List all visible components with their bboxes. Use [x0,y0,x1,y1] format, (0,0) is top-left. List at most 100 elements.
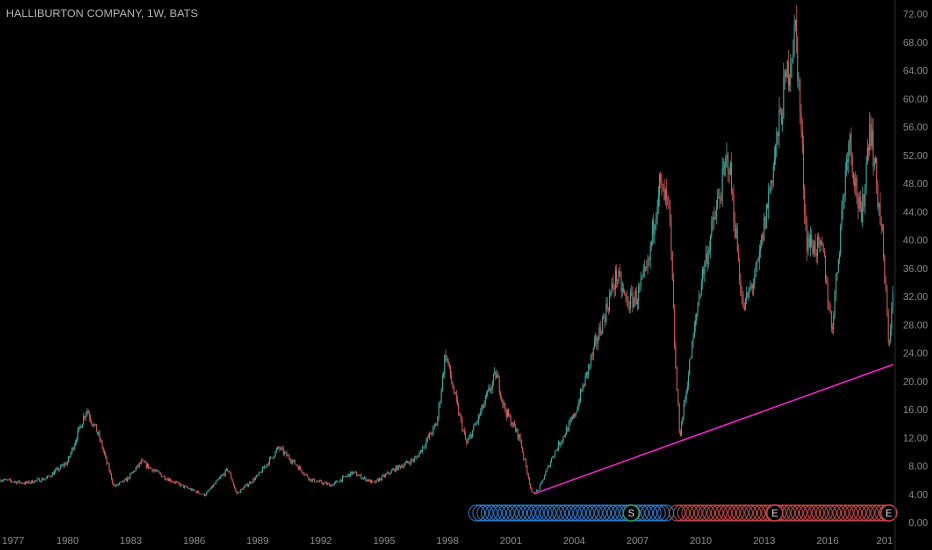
candle-body [806,224,808,252]
candle-body [192,489,194,491]
candle-body [458,404,460,415]
candle-body [571,418,573,419]
dividend-event-badge[interactable] [622,504,640,522]
candle-body [446,358,448,360]
candle-body [765,204,767,229]
candle-body [652,220,653,242]
candle-body [618,270,620,281]
candle-body [804,189,806,215]
candle-body [230,473,232,479]
candle-body [333,482,335,485]
candle-body [149,467,151,469]
candle-body [359,474,361,476]
price-axis[interactable]: 0.00 4.00 8.00 12.00 16.00 20.00 24.00 28.00 32.… [894,0,929,550]
candle-body [198,491,199,494]
earnings-event-badge[interactable] [766,504,784,522]
candle-body [307,474,309,478]
candle-body [479,415,480,416]
candle-body [475,422,477,425]
price-tick-label: 4.00 [909,490,929,501]
candle-body [695,320,696,326]
candle-body [394,468,396,472]
event-marker-circle [539,504,557,522]
candle-body [599,327,601,334]
candle-body [735,228,737,238]
candle-body [437,417,439,426]
candle-body [524,458,526,460]
candle-body [674,308,676,347]
candle-body [669,200,671,219]
candle-body [660,174,662,182]
candle-body [33,482,35,484]
candle-body [207,490,209,493]
candle-body [84,416,86,418]
candle-body [692,336,694,343]
candle-body [833,315,835,329]
candle-body [300,466,302,470]
candle-body [4,479,6,480]
candle-body [257,474,259,476]
candle-body [369,479,371,483]
candle-body [381,475,383,480]
event-marker-circle [719,504,737,522]
candle-body [127,477,129,482]
candle-body [252,478,254,483]
candle-body [26,481,28,483]
candle-body [317,481,319,482]
candle-body [223,474,225,476]
candle-body [303,474,305,475]
event-marker-circle [468,504,486,522]
candle-body [742,297,744,306]
candle-body [603,316,605,318]
candle-body [624,290,626,294]
candle-body [495,371,497,379]
candle-body [546,468,548,472]
candle-body [554,450,556,456]
candle-body [271,456,273,458]
candle-body [346,475,348,477]
candle-body [429,432,431,438]
candle-body [356,472,357,476]
candle-body [832,327,833,329]
candle-body [504,403,506,412]
candle-body [559,442,561,446]
candle-body [732,191,734,194]
candle-body [225,468,227,470]
candle-body [576,409,578,413]
candle-body [666,189,667,198]
earnings-event-badge[interactable] [880,504,898,522]
candle-body [322,483,324,485]
candle-body [855,177,857,187]
candle-body [15,481,17,484]
candle-body [314,478,316,483]
support-trendline[interactable] [533,363,894,495]
candle-body [726,154,728,159]
event-marker-circle [811,504,829,522]
candle-body [890,329,892,341]
candle-body [872,130,874,167]
time-tick-label: 2007 [626,536,649,547]
event-marker-circle [531,504,549,522]
candle-body [36,478,38,481]
time-axis[interactable]: 1977 1980 1983 1986 1989 1992 1995 1998 2001 2004… [2,536,893,547]
candle-body [272,457,274,459]
candle-body [115,484,117,487]
candle-body [158,471,160,473]
candle-body [792,54,794,61]
candle-body [705,253,707,263]
candle-body [538,490,540,491]
candle-body [19,480,21,483]
candle-body [231,478,233,483]
candle-body [229,471,231,474]
candle-body [549,462,551,467]
candle-body [661,181,663,185]
event-marker-circle [857,504,875,522]
event-marker-circle [698,504,716,522]
candle-body [1,480,3,482]
candle-body [254,477,256,481]
candle-body [654,224,656,235]
candle-body [289,459,291,462]
candle-body [623,288,624,291]
